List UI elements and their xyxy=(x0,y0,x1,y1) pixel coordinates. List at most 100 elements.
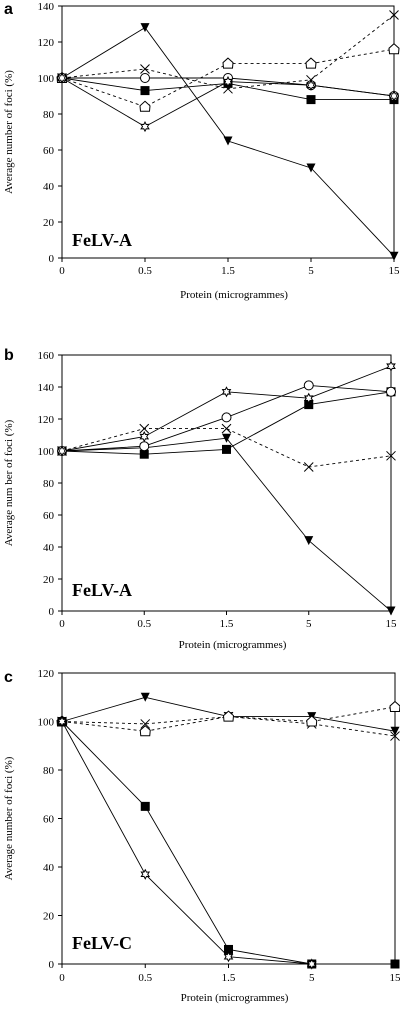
x-tick-label: 5 xyxy=(309,972,315,984)
open-star-marker xyxy=(57,445,67,457)
open-pentagon-marker xyxy=(222,57,234,69)
open-pentagon-marker xyxy=(389,700,400,712)
x-tick-label: 5 xyxy=(306,618,312,630)
triangle-down-marker xyxy=(304,536,314,546)
y-tick-label: 0 xyxy=(49,253,55,265)
x-axis-label: Protein (microgrammes) xyxy=(179,639,287,651)
open-circle-marker xyxy=(140,73,150,83)
y-tick-label: 100 xyxy=(38,446,55,458)
x-tick-label: 15 xyxy=(390,972,400,984)
series-line-square xyxy=(61,391,392,455)
y-tick-label: 40 xyxy=(43,181,55,193)
chart-panel-c: c 0 20 40 60 80 100 120 0 0.5 1.5 5 15 Protein (micro… xyxy=(3,668,400,1004)
x-marker xyxy=(390,731,400,741)
panel-label: c xyxy=(4,669,13,686)
triangle-down-marker xyxy=(306,163,316,173)
y-tick-label: 80 xyxy=(43,478,55,490)
x-tick-label: 15 xyxy=(386,618,398,630)
y-tick-label: 140 xyxy=(38,382,55,394)
y-tick-label: 140 xyxy=(38,1,55,13)
y-tick-label: 0 xyxy=(49,606,55,618)
square-marker xyxy=(139,449,149,459)
y-tick-label: 0 xyxy=(49,959,55,971)
x-tick-label: 0.5 xyxy=(138,972,152,984)
panel-label: a xyxy=(4,1,13,18)
open-star-marker xyxy=(223,951,234,963)
open-star-marker xyxy=(223,76,233,88)
virus-annotation: FeLV-C xyxy=(72,933,132,953)
x-tick-label: 0 xyxy=(59,618,65,630)
x-tick-label: 0 xyxy=(59,265,65,277)
open-pentagon-marker xyxy=(388,43,400,55)
y-tick-label: 20 xyxy=(43,911,55,923)
x-axis-label: Protein (microgrammes) xyxy=(181,992,289,1004)
x-marker xyxy=(221,423,232,434)
y-tick-label: 80 xyxy=(43,109,55,121)
open-pentagon-marker xyxy=(306,715,318,727)
y-tick-label: 100 xyxy=(38,717,55,729)
triangle-down-marker xyxy=(140,692,150,702)
square-marker xyxy=(140,801,150,811)
x-marker xyxy=(386,450,396,461)
square-marker xyxy=(306,95,316,105)
y-tick-label: 60 xyxy=(43,814,55,826)
y-axis-label: Average num ber of foci (%) xyxy=(3,419,15,546)
triangle-down-marker xyxy=(223,136,233,146)
open-star-marker xyxy=(221,386,232,398)
y-tick-label: 160 xyxy=(38,350,55,362)
chart-panel-b: b 0 20 40 60 80 100 120 140 160 0 0.5 1.5 5 15 Protein … xyxy=(3,347,397,651)
y-tick-label: 120 xyxy=(38,37,55,49)
square-marker xyxy=(140,86,150,96)
open-pentagon-marker xyxy=(305,57,317,69)
open-star-marker xyxy=(389,90,399,102)
x-marker xyxy=(303,462,314,472)
square-marker xyxy=(222,444,231,454)
y-tick-label: 40 xyxy=(43,862,55,874)
series-line-x xyxy=(61,428,392,468)
open-circle-marker xyxy=(221,412,232,423)
x-marker xyxy=(140,719,151,729)
panel-label: b xyxy=(4,347,14,364)
y-tick-label: 60 xyxy=(43,510,55,522)
x-axis-label: Protein (microgrammes) xyxy=(180,289,288,301)
y-tick-label: 100 xyxy=(38,73,55,85)
triangle-down-marker xyxy=(390,726,400,736)
open-star-marker xyxy=(57,715,67,728)
x-tick-label: 1.5 xyxy=(220,618,234,630)
triangle-down-marker xyxy=(389,251,399,261)
open-pentagon-marker xyxy=(222,710,235,722)
y-tick-label: 20 xyxy=(43,217,55,229)
x-marker xyxy=(140,64,150,74)
x-marker xyxy=(223,83,233,94)
y-tick-label: 80 xyxy=(43,765,55,777)
open-circle-marker xyxy=(386,386,396,397)
open-star-marker xyxy=(140,868,151,880)
open-star-marker xyxy=(306,958,317,970)
x-tick-label: 0.5 xyxy=(138,265,152,277)
open-star-marker xyxy=(306,79,316,91)
plot-frame xyxy=(61,5,395,259)
x-tick-label: 15 xyxy=(389,265,400,277)
y-tick-label: 120 xyxy=(38,668,55,680)
x-tick-label: 1.5 xyxy=(222,972,236,984)
y-axis-label: Average number of foci (%) xyxy=(3,756,15,880)
triangle-down-marker xyxy=(140,23,150,33)
open-star-marker xyxy=(386,360,396,372)
x-tick-label: 0 xyxy=(59,972,65,984)
square-marker xyxy=(390,959,400,969)
chart-panel-a: a 0 20 40 60 80 100 120 140 0 0.5 1.5 5 15 Protein (mi… xyxy=(3,1,400,301)
triangle-down-marker xyxy=(386,606,396,616)
open-circle-marker xyxy=(139,441,150,452)
y-tick-label: 40 xyxy=(43,542,55,554)
open-pentagon-marker xyxy=(139,725,151,737)
open-star-marker xyxy=(139,431,150,443)
y-axis-label: Average number of foci (%) xyxy=(3,70,15,194)
open-star-marker xyxy=(140,121,150,133)
y-tick-label: 120 xyxy=(38,414,55,426)
x-tick-label: 5 xyxy=(308,265,314,277)
virus-annotation: FeLV-A xyxy=(72,230,132,250)
x-tick-label: 1.5 xyxy=(221,265,235,277)
square-marker xyxy=(224,944,233,954)
y-tick-label: 60 xyxy=(43,145,55,157)
x-marker xyxy=(389,10,399,20)
